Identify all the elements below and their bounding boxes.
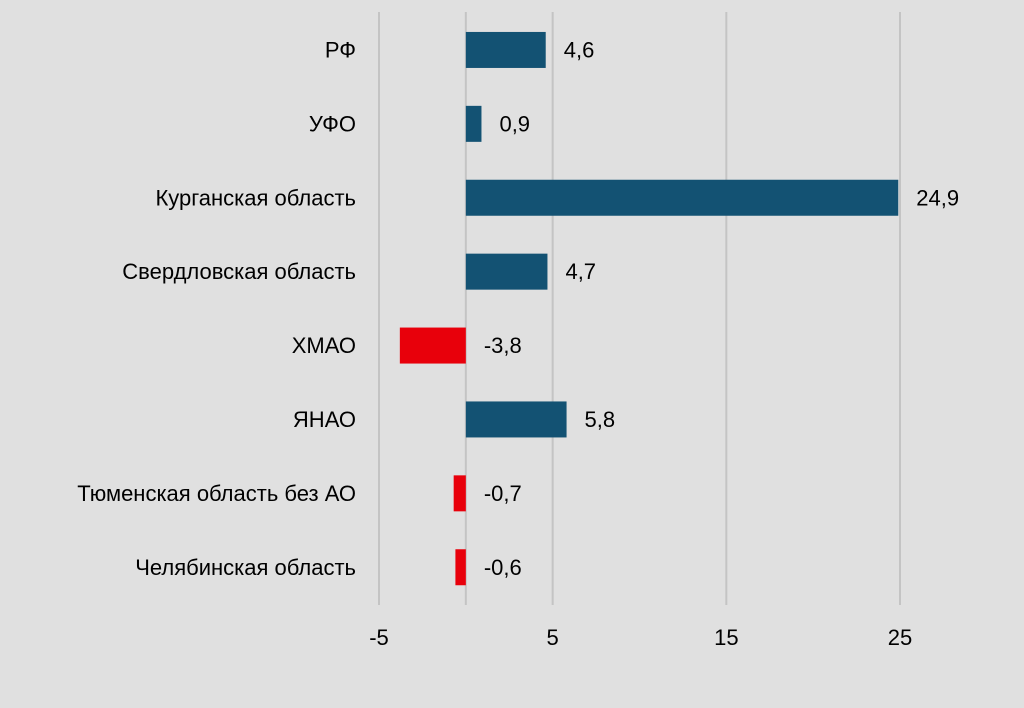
labels: -5 5 15 25 4,6 РФ 0,9 УФО 24,9 Курганская область… <box>77 37 959 650</box>
category-label: ЯНАО <box>293 407 356 432</box>
category-label: ХМАО <box>292 333 356 358</box>
category-label: УФО <box>309 111 356 136</box>
category-label: РФ <box>325 37 356 62</box>
x-tick-label: 25 <box>888 625 912 650</box>
bar-8 <box>455 549 466 586</box>
value-label: 0,9 <box>499 111 530 136</box>
bar-2 <box>465 105 482 142</box>
x-tick-label: 15 <box>714 625 738 650</box>
value-label: 4,6 <box>564 37 595 62</box>
value-label: 24,9 <box>916 185 959 210</box>
value-label: -0,7 <box>484 481 522 506</box>
bar-3 <box>465 179 899 216</box>
bar-5 <box>399 327 466 364</box>
x-tick-label: 5 <box>547 625 559 650</box>
value-label: 5,8 <box>585 407 616 432</box>
bar-7 <box>453 475 466 512</box>
category-label: Челябинская область <box>135 555 356 580</box>
category-label: Свердловская область <box>122 259 356 284</box>
category-label: Курганская область <box>155 185 356 210</box>
bars <box>399 31 899 586</box>
value-label: 4,7 <box>565 259 596 284</box>
category-label: Тюменская область без АО <box>77 481 356 506</box>
value-label: -3,8 <box>484 333 522 358</box>
value-label: -0,6 <box>484 555 522 580</box>
bar-4 <box>465 253 548 290</box>
gridlines <box>378 12 901 605</box>
x-tick-label: -5 <box>369 625 389 650</box>
bar-6 <box>465 401 567 438</box>
bar-1 <box>465 31 546 68</box>
